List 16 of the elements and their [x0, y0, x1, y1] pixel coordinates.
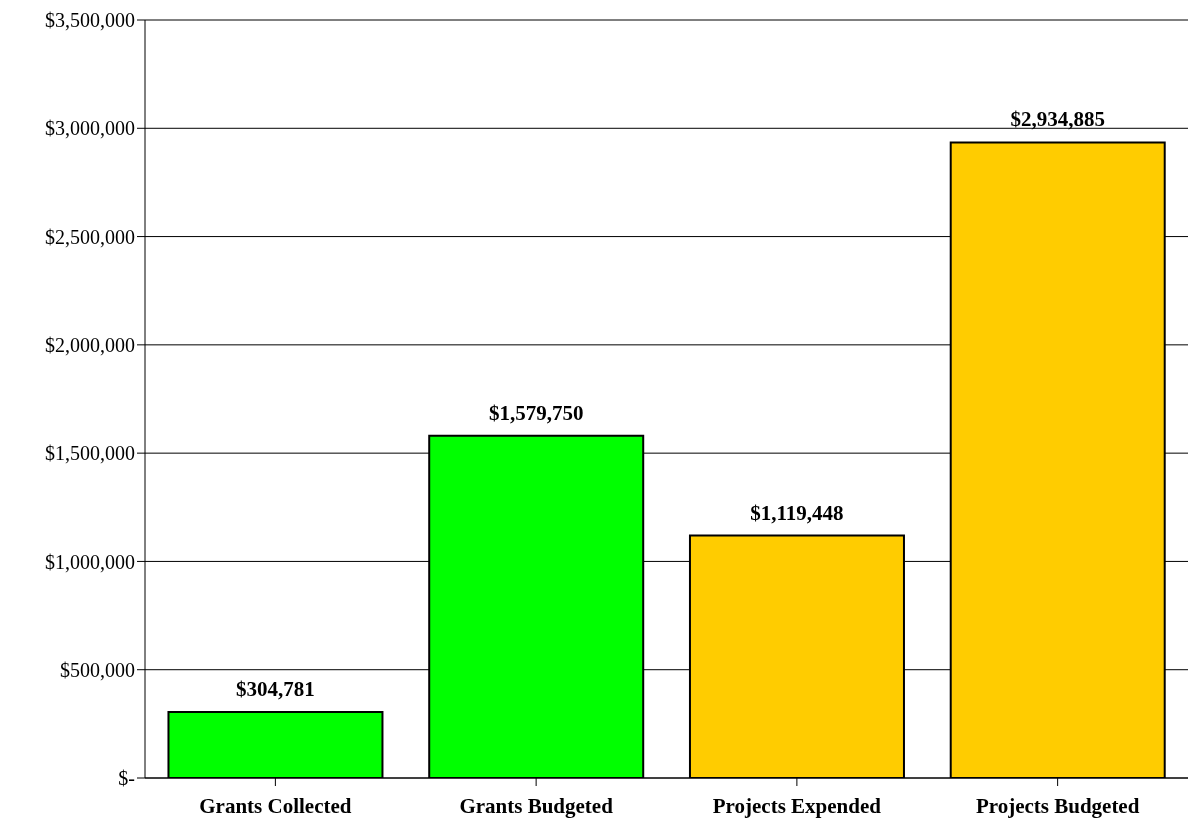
- y-tick-label: $3,500,000: [45, 9, 135, 32]
- data-label: $1,119,448: [750, 500, 844, 525]
- data-label: $1,579,750: [488, 400, 584, 425]
- y-tick-label: $1,500,000: [45, 442, 135, 465]
- y-tick-label: $500,000: [60, 658, 135, 681]
- y-tick-label: $2,000,000: [45, 333, 135, 356]
- data-label: $304,781: [236, 676, 315, 701]
- y-tick-label: $3,000,000: [45, 117, 135, 140]
- x-tick-label: Grants Collected: [199, 793, 352, 818]
- x-tick-label: Projects Expended: [712, 793, 882, 818]
- y-tick-label: $-: [118, 767, 135, 790]
- x-tick-label: Projects Budgeted: [975, 793, 1140, 818]
- x-tick-label: Grants Budgeted: [459, 793, 614, 818]
- y-tick-label: $2,500,000: [45, 225, 135, 248]
- y-tick-label: $1,000,000: [45, 550, 135, 573]
- data-label: $2,934,885: [1010, 107, 1105, 132]
